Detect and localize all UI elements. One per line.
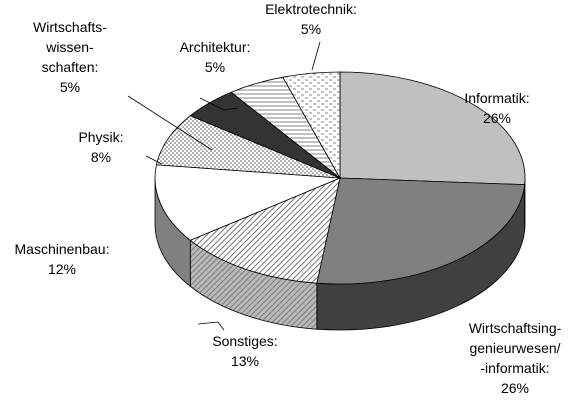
leader-line <box>145 155 163 165</box>
slice-label: Maschinenbau: 12% <box>15 241 110 277</box>
label-line: Wirtschaftsing- <box>469 320 562 336</box>
slice-label: Sonstiges: 13% <box>212 333 277 369</box>
slice-label: Wirtschafts-wissen-schaften: 5% <box>33 19 107 95</box>
value-label: 5% <box>205 59 225 75</box>
label-line: schaften: <box>42 59 99 75</box>
value-label: 26% <box>483 110 511 126</box>
pie-sides <box>154 177 526 331</box>
label-line: wissen- <box>45 39 94 55</box>
leader-line <box>199 97 239 111</box>
value-label: 13% <box>231 353 259 369</box>
slice <box>155 115 341 179</box>
labels: Informatik: 26%Wirtschaftsing-genieurwese… <box>15 1 562 396</box>
label-line: Physik: <box>78 129 123 145</box>
label-line: Sonstiges: <box>212 333 277 349</box>
pie-tops <box>154 71 526 285</box>
leader-line <box>197 321 225 331</box>
leader-line <box>127 95 213 151</box>
label-line: Architektur: <box>180 39 251 55</box>
slice-label: Informatik: 26% <box>464 90 529 126</box>
label-line: Wirtschafts- <box>33 19 107 35</box>
label-line: -informatik: <box>480 360 549 376</box>
slice <box>189 177 341 284</box>
value-label: 5% <box>301 21 321 37</box>
slice <box>154 164 341 241</box>
value-label: 5% <box>60 79 80 95</box>
slice-label: Architektur: 5% <box>180 39 251 75</box>
label-line: Informatik: <box>464 90 529 106</box>
label-line: Elektrotechnik: <box>265 1 357 17</box>
leader-line <box>311 41 321 71</box>
slice <box>316 177 526 285</box>
leader-lines <box>127 41 321 331</box>
slice <box>282 71 341 180</box>
value-label: 26% <box>501 380 529 396</box>
slice-label: Elektrotechnik: 5% <box>265 1 357 37</box>
slice <box>339 71 526 186</box>
slice-label: Physik: 8% <box>78 129 123 165</box>
value-label: 8% <box>91 149 111 165</box>
value-label: 12% <box>48 261 76 277</box>
label-line: genieurwesen/ <box>469 340 560 356</box>
label-line: Maschinenbau: <box>15 241 110 257</box>
slice-label: Wirtschaftsing-genieurwesen/ -informatik:… <box>469 320 562 396</box>
